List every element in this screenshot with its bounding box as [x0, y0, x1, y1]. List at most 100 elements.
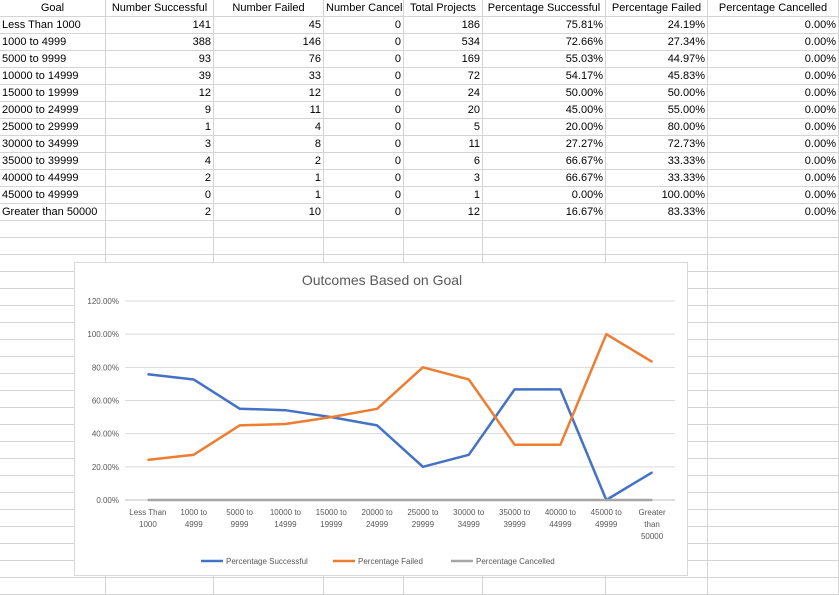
value-cell[interactable]: 1 [214, 170, 324, 187]
value-cell[interactable]: 20.00% [483, 119, 606, 136]
line-chart[interactable]: Outcomes Based on Goal 0.00% 20.00% 40.00% 6… [74, 262, 688, 576]
goal-cell[interactable]: 35000 to 39999 [0, 153, 106, 170]
value-cell[interactable]: 0.00% [483, 187, 606, 204]
value-cell[interactable]: 4 [214, 119, 324, 136]
empty-cell[interactable] [483, 221, 606, 238]
value-cell[interactable]: 11 [404, 136, 483, 153]
goal-cell[interactable]: 1000 to 4999 [0, 34, 106, 51]
value-cell[interactable]: 3 [106, 136, 214, 153]
value-cell[interactable]: 146 [214, 34, 324, 51]
empty-cell[interactable] [708, 459, 839, 476]
goal-cell[interactable]: Greater than 50000 [0, 204, 106, 221]
empty-cell[interactable] [214, 221, 324, 238]
empty-cell[interactable] [324, 221, 404, 238]
value-cell[interactable]: 10 [214, 204, 324, 221]
value-cell[interactable]: 141 [106, 17, 214, 34]
value-cell[interactable]: 5 [404, 119, 483, 136]
value-cell[interactable]: 0 [324, 204, 404, 221]
goal-cell[interactable]: 15000 to 19999 [0, 85, 106, 102]
value-cell[interactable]: 100.00% [606, 187, 708, 204]
value-cell[interactable]: 72.73% [606, 136, 708, 153]
value-cell[interactable]: 0.00% [708, 119, 839, 136]
value-cell[interactable]: 0 [324, 136, 404, 153]
value-cell[interactable]: 0 [324, 85, 404, 102]
empty-cell[interactable] [404, 221, 483, 238]
empty-cell[interactable] [0, 578, 106, 595]
empty-cell[interactable] [324, 238, 404, 255]
empty-cell[interactable] [708, 374, 839, 391]
value-cell[interactable]: 72.66% [483, 34, 606, 51]
value-cell[interactable]: 55.00% [606, 102, 708, 119]
empty-cell[interactable] [708, 578, 839, 595]
value-cell[interactable]: 0 [106, 187, 214, 204]
value-cell[interactable]: 0 [324, 17, 404, 34]
value-cell[interactable]: 24.19% [606, 17, 708, 34]
value-cell[interactable]: 8 [214, 136, 324, 153]
empty-cell[interactable] [708, 238, 839, 255]
empty-cell[interactable] [106, 578, 214, 595]
value-cell[interactable]: 66.67% [483, 153, 606, 170]
value-cell[interactable]: 0.00% [708, 102, 839, 119]
value-cell[interactable]: 80.00% [606, 119, 708, 136]
value-cell[interactable]: 27.34% [606, 34, 708, 51]
value-cell[interactable]: 0 [324, 34, 404, 51]
column-header-cell[interactable]: Goal [0, 0, 106, 17]
value-cell[interactable]: 50.00% [483, 85, 606, 102]
value-cell[interactable]: 388 [106, 34, 214, 51]
empty-cell[interactable] [606, 238, 708, 255]
value-cell[interactable]: 0 [324, 153, 404, 170]
value-cell[interactable]: 33.33% [606, 170, 708, 187]
value-cell[interactable]: 0.00% [708, 187, 839, 204]
empty-cell[interactable] [708, 306, 839, 323]
value-cell[interactable]: 0.00% [708, 85, 839, 102]
value-cell[interactable]: 2 [214, 153, 324, 170]
empty-cell[interactable] [708, 357, 839, 374]
value-cell[interactable]: 72 [404, 68, 483, 85]
value-cell[interactable]: 20 [404, 102, 483, 119]
value-cell[interactable]: 1 [404, 187, 483, 204]
value-cell[interactable]: 0 [324, 170, 404, 187]
value-cell[interactable]: 27.27% [483, 136, 606, 153]
value-cell[interactable]: 0.00% [708, 170, 839, 187]
empty-cell[interactable] [324, 578, 404, 595]
goal-cell[interactable]: 45000 to 49999 [0, 187, 106, 204]
goal-cell[interactable]: 40000 to 44999 [0, 170, 106, 187]
goal-cell[interactable]: 20000 to 24999 [0, 102, 106, 119]
value-cell[interactable]: 0 [324, 68, 404, 85]
empty-cell[interactable] [404, 238, 483, 255]
value-cell[interactable]: 9 [106, 102, 214, 119]
empty-cell[interactable] [708, 527, 839, 544]
empty-cell[interactable] [214, 578, 324, 595]
value-cell[interactable]: 39 [106, 68, 214, 85]
empty-cell[interactable] [606, 578, 708, 595]
value-cell[interactable]: 534 [404, 34, 483, 51]
empty-cell[interactable] [106, 238, 214, 255]
value-cell[interactable]: 0 [324, 51, 404, 68]
value-cell[interactable]: 0 [324, 187, 404, 204]
value-cell[interactable]: 16.67% [483, 204, 606, 221]
empty-cell[interactable] [483, 238, 606, 255]
value-cell[interactable]: 45.00% [483, 102, 606, 119]
value-cell[interactable]: 1 [214, 187, 324, 204]
value-cell[interactable]: 12 [106, 85, 214, 102]
empty-cell[interactable] [708, 323, 839, 340]
value-cell[interactable]: 11 [214, 102, 324, 119]
empty-cell[interactable] [214, 238, 324, 255]
value-cell[interactable]: 75.81% [483, 17, 606, 34]
empty-cell[interactable] [708, 544, 839, 561]
value-cell[interactable]: 0.00% [708, 51, 839, 68]
empty-cell[interactable] [708, 221, 839, 238]
value-cell[interactable]: 3 [404, 170, 483, 187]
value-cell[interactable]: 45 [214, 17, 324, 34]
value-cell[interactable]: 93 [106, 51, 214, 68]
value-cell[interactable]: 66.67% [483, 170, 606, 187]
empty-cell[interactable] [708, 510, 839, 527]
value-cell[interactable]: 45.83% [606, 68, 708, 85]
column-header-cell[interactable]: Number Failed [214, 0, 324, 17]
empty-cell[interactable] [708, 340, 839, 357]
value-cell[interactable]: 0.00% [708, 136, 839, 153]
empty-cell[interactable] [708, 272, 839, 289]
empty-cell[interactable] [708, 561, 839, 578]
goal-cell[interactable]: 30000 to 34999 [0, 136, 106, 153]
value-cell[interactable]: 0.00% [708, 34, 839, 51]
